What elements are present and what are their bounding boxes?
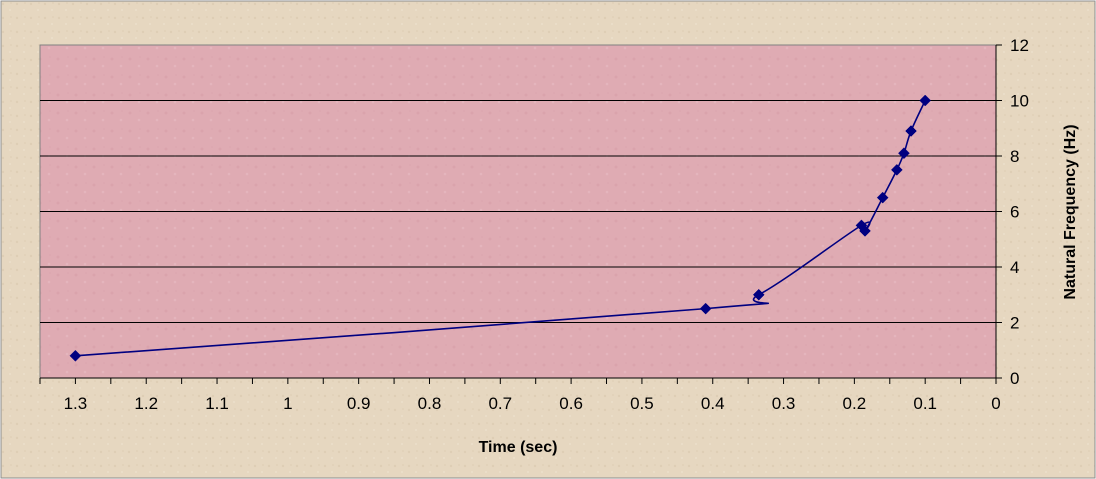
data-point-marker	[919, 94, 932, 107]
y-tick-label: 8	[1010, 147, 1019, 166]
x-tick-label: 0.3	[772, 394, 796, 413]
x-tick-label: 0	[991, 394, 1000, 413]
data-point-marker	[876, 191, 889, 204]
y-tick-label: 2	[1010, 314, 1019, 333]
x-tick-label: 1	[283, 394, 292, 413]
y-tick-labels: 0 2 4 6 8 10 12	[1010, 36, 1029, 388]
y-axis-title: Natural Frequency (Hz)	[1062, 124, 1079, 299]
data-point-marker	[752, 288, 765, 301]
y-tick-label: 10	[1010, 92, 1029, 111]
x-tick-label: 1.1	[205, 394, 229, 413]
x-tick-label: 1.2	[134, 394, 158, 413]
series	[69, 94, 932, 362]
data-point-marker	[891, 164, 903, 176]
x-tick-label: 0.8	[418, 394, 442, 413]
data-point-marker	[699, 302, 712, 315]
x-tick-label: 1.3	[64, 394, 88, 413]
x-tick-label: 0.5	[630, 394, 654, 413]
data-point-marker	[69, 349, 82, 362]
y-tick-label: 4	[1010, 258, 1019, 277]
x-tick-labels: 1.3 1.2 1.1 1 0.9 0.8 0.7 0.6 0.5 0.4 0.3 0.2 0.1 0	[64, 394, 1001, 413]
y-tick-label: 0	[1010, 369, 1019, 388]
y-tick-label: 12	[1010, 36, 1029, 55]
x-tick-label: 0.4	[701, 394, 725, 413]
x-tick-label: 0.6	[559, 394, 583, 413]
data-point-marker	[898, 147, 910, 160]
data-point-marker	[905, 125, 917, 137]
x-tick-label: 0.9	[347, 394, 371, 413]
x-axis-title: Time (sec)	[479, 439, 558, 456]
y-tick-label: 6	[1010, 203, 1019, 222]
data-point-marker	[859, 225, 871, 237]
x-tick-label: 0.7	[488, 394, 512, 413]
axes	[39, 44, 1002, 384]
x-tick-label: 0.1	[913, 394, 937, 413]
gridlines	[40, 100, 996, 323]
x-tick-label: 0.2	[843, 394, 867, 413]
